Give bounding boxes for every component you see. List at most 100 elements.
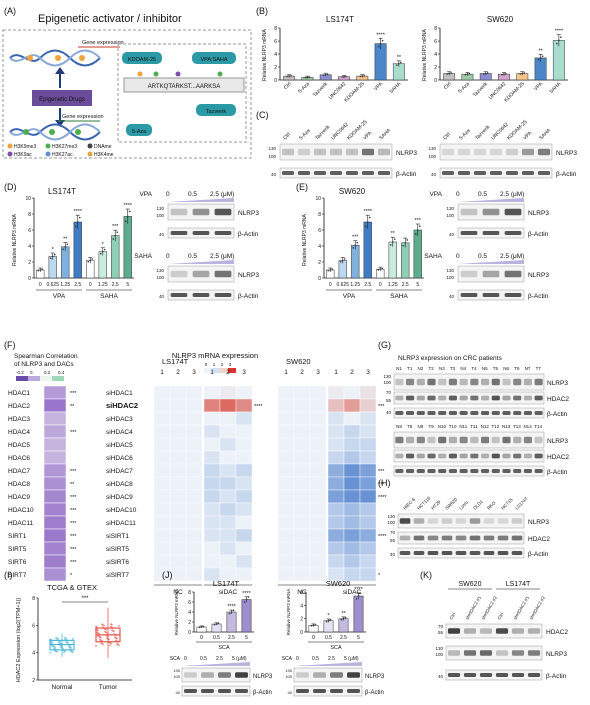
chart-b-0-point <box>286 75 288 78</box>
blot-g-bottom-hdac2-membrane <box>393 449 545 463</box>
heatmap-si-cell <box>359 567 377 582</box>
blot-g-bottom-actin-band <box>416 469 425 473</box>
chart-b-1-ytick-label: 4 <box>434 52 437 58</box>
spearman-sig: *** <box>70 521 77 527</box>
blot-D-nlrp3-1-band <box>192 270 210 278</box>
chart-b-1-point <box>484 72 487 75</box>
blot-g-bottom-hdac2-band <box>395 453 404 459</box>
chart-j-1-sig: **** <box>354 587 363 593</box>
chart-j-xtick: 2.5 <box>340 635 347 641</box>
blot-D-drug: VPA <box>139 191 152 198</box>
blot-k-lane: shHDAC2 #1 <box>513 595 531 621</box>
chart-D-point <box>39 269 42 271</box>
blot-g-top-nlrp3-band <box>502 378 511 386</box>
heatmap-nc-cell <box>153 385 171 400</box>
chart-E-title: SW620 <box>339 187 366 196</box>
heatmap-si-cell <box>343 385 361 400</box>
heatmap-nc-cell <box>309 541 327 556</box>
blot-k-nlrp3-band <box>463 650 477 656</box>
chart-b-xtick-label: Tazverik <box>312 81 330 99</box>
blot-h-lane: HIEC-6 <box>402 496 416 510</box>
blot-g-top-nlrp3-band <box>491 378 500 386</box>
blot-j-mw: 100 <box>173 674 180 679</box>
chart-D-group-label: SAHA <box>100 293 118 300</box>
chart-b-1-point <box>466 73 469 75</box>
blot-g-bottom-hdac2-band <box>459 453 468 459</box>
heatmap-nc-cell <box>309 385 327 400</box>
heatmap-si-cell <box>219 398 237 413</box>
blot-c-nlrp3-0-band <box>313 148 327 156</box>
chart-b-0-point <box>341 76 343 78</box>
blot-j-nlrp3-1-band <box>313 672 326 678</box>
blot-k-nlrp3-membrane <box>445 645 543 661</box>
chart-E-xtick: 2.5 <box>364 282 371 288</box>
chart-D-sig: * <box>102 242 105 248</box>
blot-j-actin-1-band <box>313 689 326 693</box>
blot-c-mw: 130 <box>268 146 276 151</box>
spearman-sig: *** <box>70 391 77 397</box>
blot-D-label-nlrp3: NLRP3 <box>238 272 259 279</box>
spearman-sig: ** <box>70 404 75 410</box>
spearman-cell <box>43 437 67 452</box>
blot-E-actin-1-band <box>504 293 522 297</box>
heatmap-nc-cell <box>277 502 295 517</box>
blot-g-top-nlrp3-band <box>470 378 479 386</box>
heatmap-col-label: 3 <box>366 369 370 376</box>
blot-h-mw: 55 <box>390 538 396 543</box>
blot-g-lane: T3 <box>450 366 456 371</box>
heatmap-si-cell <box>219 476 237 491</box>
gene-label: HDAC1 <box>8 390 30 397</box>
panel-i-point <box>70 650 72 653</box>
heatmap-si-cell <box>343 437 361 452</box>
blot-h-nlrp3-band <box>427 518 439 524</box>
chart-E-bar <box>401 242 410 279</box>
blot-g-bottom-hdac2-band <box>427 453 436 459</box>
kdoam-box <box>122 52 162 64</box>
blot-D-actin-1-band <box>214 293 232 297</box>
si-label: siSIRT5 <box>106 546 129 553</box>
blot-h-lane: DLD1 <box>472 499 484 511</box>
heatmap-si-cell <box>343 528 361 543</box>
blot-c-lane-label: SAHA <box>378 127 392 141</box>
heatmap-si-cell <box>327 554 345 569</box>
heatmap-scale-label: 0 <box>205 362 208 367</box>
chart-E-ytick-label: 2 <box>318 260 321 266</box>
spearman-cell <box>43 476 67 491</box>
heatmap-si-cell <box>359 489 377 504</box>
chart-b-1-point <box>505 72 507 75</box>
blot-k-actin-band <box>479 673 493 677</box>
blot-g-top-actin-band <box>427 411 436 415</box>
blot-j-actin-0-band <box>184 689 197 693</box>
panel-i-content: TCGA & GTEX HDAC2 Expression (log2(TPM+1)… <box>16 583 132 691</box>
panel-i-point <box>116 642 118 645</box>
blot-k-hdac2-band <box>447 628 461 634</box>
spearman-sig: *** <box>70 560 77 566</box>
heatmap-si-cell <box>235 476 253 491</box>
blot-g-bottom-hdac2-band <box>416 453 425 459</box>
heatmap-si-cell <box>327 424 345 439</box>
chart-D-point <box>41 268 44 271</box>
heatmap-nc-cell <box>309 515 327 530</box>
chart-j-0-point <box>215 623 218 625</box>
chart-E-point <box>379 268 382 271</box>
blot-j-label-nlrp3: NLRP3 <box>365 674 385 680</box>
panel-i-group-label: Normal <box>52 684 74 691</box>
blot-g-mw: 40 <box>386 410 392 415</box>
heatmap-col-label: 2 <box>350 369 354 376</box>
heatmap-nc-cell <box>153 476 171 491</box>
blot-g-bottom-hdac2-band <box>481 453 490 459</box>
panel-i-point <box>60 646 62 649</box>
blot-j-mw: 40 <box>176 690 181 695</box>
tazverik-box <box>196 104 236 116</box>
chart-j-1-ytick-label: 6 <box>300 590 303 596</box>
blot-h-lane: SW620 <box>444 496 458 510</box>
blot-g-bottom-nlrp3-membrane <box>393 431 545 449</box>
chart-b-0-point <box>304 76 307 79</box>
blot-g-lane2: T14 <box>534 424 542 429</box>
blot-c-actin-0-band <box>313 171 327 175</box>
blot-c-nlrp3-0-band <box>329 148 343 156</box>
chart-b-1-point <box>556 42 558 45</box>
spearman-scale-swatch <box>52 376 64 381</box>
